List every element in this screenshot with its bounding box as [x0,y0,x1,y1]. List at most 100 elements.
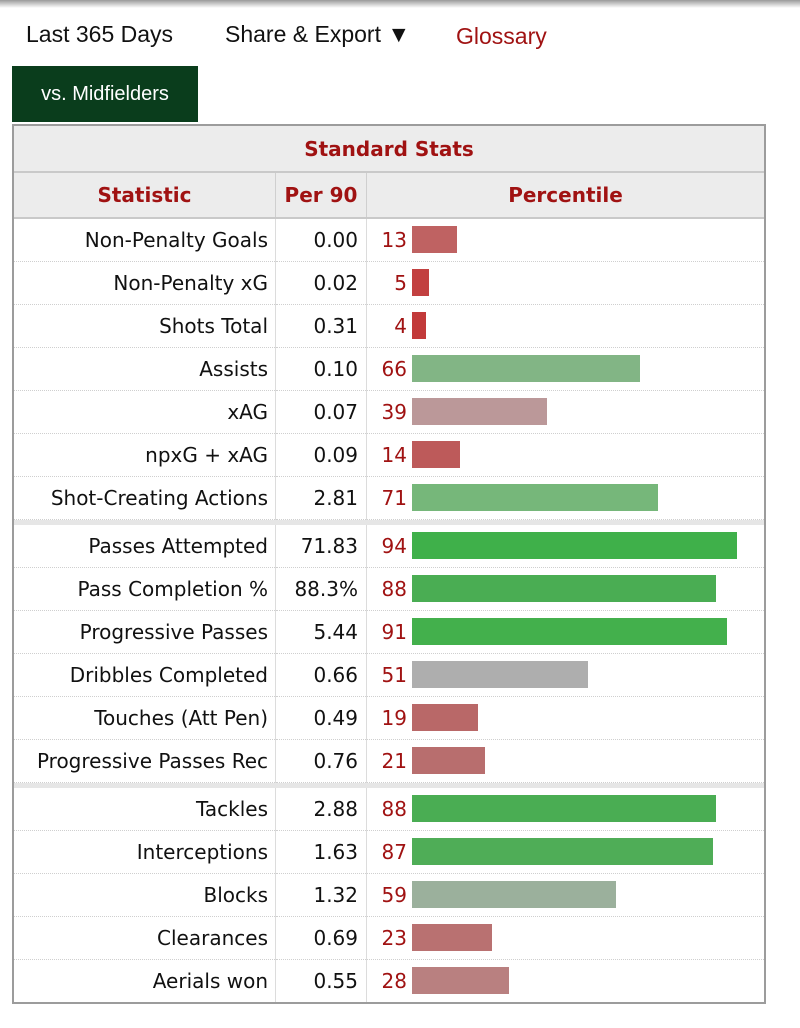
group-separator [14,519,764,525]
stat-name: Blocks [14,873,276,917]
percentile-cell: 4 [366,304,764,348]
top-toolbar: Last 365 Days Share & Export ▼ Glossary [0,18,800,52]
percentile-value: 19 [381,706,407,730]
stat-name: npxG + xAG [14,433,276,477]
table-row: Dribbles Completed 0.66 51 [14,653,764,697]
percentile-bar [412,575,716,602]
percentile-value: 88 [381,797,407,821]
percentile-bar-track [411,391,764,433]
percentile-cell: 91 [366,610,764,654]
percentile-bar [412,312,426,339]
percentile-inner: 88 [367,568,764,610]
percentile-cell: 19 [366,696,764,740]
header-per90[interactable]: Per 90 [275,172,367,219]
per90-value: 0.10 [275,347,367,391]
period-selector[interactable]: Last 365 Days [26,21,174,47]
percentile-bar [412,967,509,994]
percentile-bar-track [411,434,764,476]
share-export-menu[interactable]: Share & Export ▼ [225,21,411,47]
percentile-bar [412,704,478,731]
percentile-cell: 66 [366,347,764,391]
percentile-bar-track [411,262,764,304]
table-row: Touches (Att Pen) 0.49 19 [14,696,764,740]
table-row: Progressive Passes 5.44 91 [14,610,764,654]
table-row: Clearances 0.69 23 [14,916,764,960]
percentile-inner: 28 [367,960,764,1002]
percentile-value: 87 [381,840,407,864]
tab-vs-midfielders[interactable]: vs. Midfielders [12,66,198,122]
per90-value: 0.07 [275,390,367,434]
separator-cell [14,519,764,525]
percentile-value: 5 [394,271,407,295]
table-body: Non-Penalty Goals 0.00 13 Non-Penalty xG 0.0… [14,218,764,1002]
stat-name: Shots Total [14,304,276,348]
percentile-cell: 23 [366,916,764,960]
percentile-cell: 28 [366,959,764,1002]
percentile-inner: 71 [367,477,764,519]
glossary-link[interactable]: Glossary [456,23,547,49]
percentile-bar [412,441,460,468]
table-title: Standard Stats [14,126,764,173]
per90-value: 0.02 [275,261,367,305]
per90-value: 0.66 [275,653,367,697]
percentile-value: 94 [381,534,407,558]
percentile-inner: 51 [367,654,764,696]
percentile-bar [412,269,429,296]
per90-value: 1.32 [275,873,367,917]
per90-value: 0.09 [275,433,367,477]
percentile-bar [412,924,492,951]
table-row: Assists 0.10 66 [14,347,764,391]
percentile-bar [412,881,616,908]
header-statistic[interactable]: Statistic [14,172,276,219]
percentile-bar [412,484,658,511]
table-row: npxG + xAG 0.09 14 [14,433,764,477]
header-percentile[interactable]: Percentile [366,172,764,219]
stat-name: Assists [14,347,276,391]
stat-name: Touches (Att Pen) [14,696,276,740]
percentile-bar-track [411,568,764,610]
stat-name: Shot-Creating Actions [14,476,276,520]
table-row: Non-Penalty xG 0.02 5 [14,261,764,305]
top-shadow [0,0,800,8]
per90-value: 0.49 [275,696,367,740]
percentile-value: 39 [381,400,407,424]
percentile-bar [412,532,737,559]
table-row: Interceptions 1.63 87 [14,830,764,874]
percentile-bar [412,226,457,253]
percentile-value: 14 [381,443,407,467]
per90-value: 0.31 [275,304,367,348]
table-row: Tackles 2.88 88 [14,788,764,831]
percentile-bar [412,618,727,645]
percentile-inner: 14 [367,434,764,476]
per90-value: 0.69 [275,916,367,960]
table-row: Shot-Creating Actions 2.81 71 [14,476,764,520]
percentile-bar-track [411,831,764,873]
table-row: Pass Completion % 88.3% 88 [14,567,764,611]
per90-value: 88.3% [275,567,367,611]
stat-name: Interceptions [14,830,276,874]
percentile-inner: 4 [367,305,764,347]
standard-stats-table: Standard Stats Statistic Per 90 Percenti… [14,126,764,1002]
percentile-value: 59 [381,883,407,907]
stat-name: Dribbles Completed [14,653,276,697]
percentile-value: 13 [381,228,407,252]
stat-name: Non-Penalty xG [14,261,276,305]
percentile-value: 28 [381,969,407,993]
table-row: Shots Total 0.31 4 [14,304,764,348]
percentile-cell: 51 [366,653,764,697]
percentile-cell: 59 [366,873,764,917]
percentile-bar-track [411,219,764,261]
percentile-value: 71 [381,486,407,510]
percentile-bar [412,398,547,425]
percentile-inner: 88 [367,788,764,830]
percentile-inner: 5 [367,262,764,304]
separator-cell [14,782,764,788]
percentile-bar [412,355,640,382]
percentile-bar [412,661,588,688]
percentile-cell: 88 [366,788,764,831]
percentile-value: 66 [381,357,407,381]
per90-value: 0.76 [275,739,367,783]
per90-value: 1.63 [275,830,367,874]
stat-name: Aerials won [152,969,268,993]
per90-value: 2.88 [275,788,367,831]
